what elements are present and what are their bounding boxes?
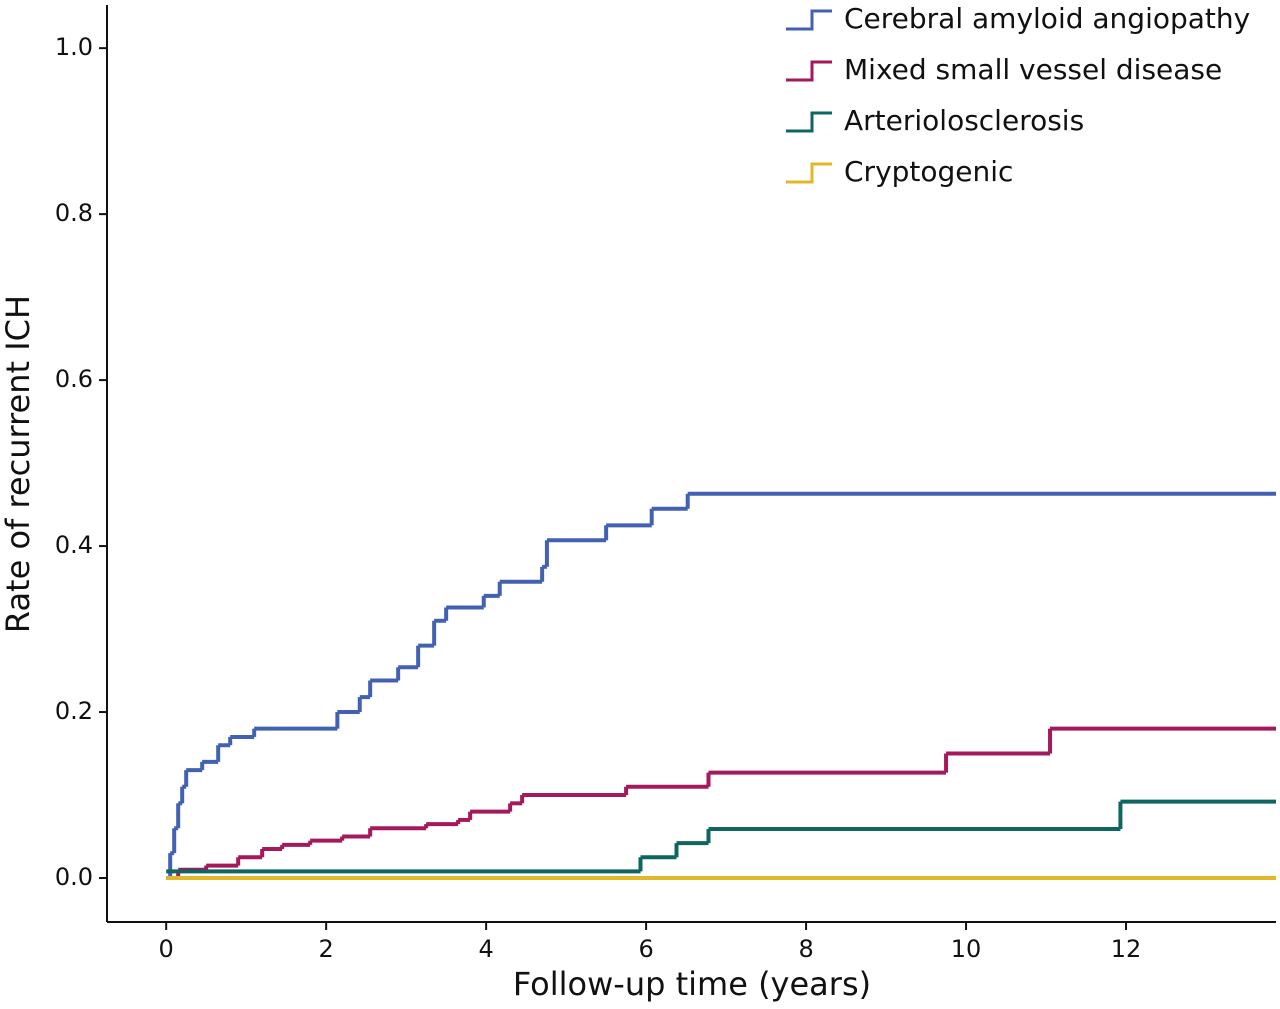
legend-icon	[786, 162, 832, 184]
legend-icon	[786, 111, 832, 133]
x-tick-label: 2	[319, 935, 334, 963]
x-tick-label: 6	[638, 935, 653, 963]
y-tick-label: 0.2	[55, 697, 93, 725]
x-tick-label: 10	[951, 935, 982, 963]
legend-label: Cerebral amyloid angiopathy	[844, 2, 1250, 35]
legend-label: Cryptogenic	[844, 155, 1013, 188]
x-tick-label: 0	[159, 935, 174, 963]
legend-icon	[786, 60, 832, 82]
x-tick-label: 4	[478, 935, 493, 963]
legend-icon	[786, 9, 832, 31]
y-axis-title: Rate of recurrent ICH	[0, 295, 37, 633]
y-tick-label: 0.6	[55, 365, 93, 393]
x-tick-label: 8	[798, 935, 813, 963]
y-tick-label: 0.4	[55, 531, 93, 559]
y-tick-label: 0.0	[55, 863, 93, 891]
y-tick-label: 1.0	[55, 33, 93, 61]
x-axis-title: Follow-up time (years)	[513, 965, 871, 1003]
x-tick-label: 12	[1111, 935, 1142, 963]
legend-label: Mixed small vessel disease	[844, 53, 1222, 86]
legend-label: Arteriolosclerosis	[844, 104, 1084, 137]
y-tick-label: 0.8	[55, 199, 93, 227]
